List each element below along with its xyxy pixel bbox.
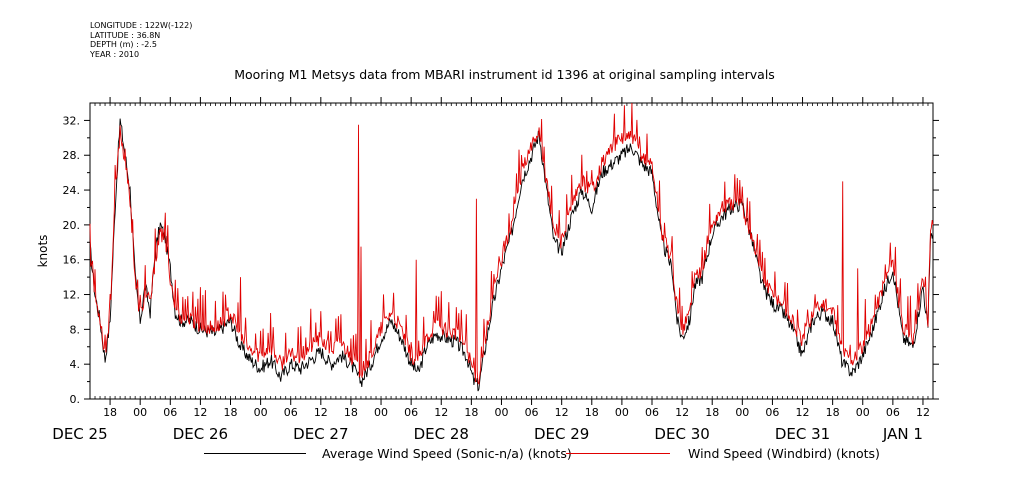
y-tick-label: 12. xyxy=(63,289,81,302)
x-hour-label: 00 xyxy=(856,406,870,419)
x-hour-label: 00 xyxy=(735,406,749,419)
x-hour-label: 06 xyxy=(525,406,539,419)
x-hour-label: 18 xyxy=(224,406,238,419)
depth-label: DEPTH (m) : -2.5 xyxy=(90,40,157,49)
legend-sonic-line xyxy=(204,453,306,454)
x-hour-label: 12 xyxy=(796,406,810,419)
x-hour-label: 06 xyxy=(404,406,418,419)
longitude-label: LONGITUDE : 122W(-122) xyxy=(90,21,193,30)
station-metadata: LONGITUDE : 122W(-122) LATITUDE : 36.8N … xyxy=(90,21,192,59)
x-hour-label: 00 xyxy=(374,406,388,419)
x-day-label: DEC 28 xyxy=(414,425,469,443)
y-tick-label: 8. xyxy=(70,323,81,336)
x-hour-label: 06 xyxy=(645,406,659,419)
legend-windbird-label: Wind Speed (Windbird) (knots) xyxy=(688,446,880,461)
x-day-label: DEC 25 xyxy=(52,425,107,443)
y-tick-label: 24. xyxy=(63,184,81,197)
x-hour-label: 06 xyxy=(163,406,177,419)
x-hour-label: 12 xyxy=(555,406,569,419)
legend-windbird-line xyxy=(566,453,670,454)
x-hour-label: 00 xyxy=(254,406,268,419)
x-hour-label: 18 xyxy=(103,406,117,419)
x-hour-label: 06 xyxy=(284,406,298,419)
series-line-sonic xyxy=(89,118,934,392)
x-hour-label: 12 xyxy=(675,406,689,419)
year-label: YEAR : 2010 xyxy=(90,49,140,59)
x-hour-label: 06 xyxy=(886,406,900,419)
x-day-label: DEC 26 xyxy=(173,425,228,443)
latitude-label: LATITUDE : 36.8N xyxy=(90,30,161,40)
x-hour-label: 00 xyxy=(615,406,629,419)
y-axis-label: knots xyxy=(36,235,50,268)
series-line-windbird xyxy=(89,102,934,386)
y-tick-label: 4. xyxy=(70,358,81,371)
x-hour-label: 12 xyxy=(314,406,328,419)
x-hour-label: 00 xyxy=(133,406,147,419)
x-hour-label: 00 xyxy=(494,406,508,419)
x-hour-label: 12 xyxy=(916,406,930,419)
legend-sonic-label: Average Wind Speed (Sonic-n/a) (knots) xyxy=(322,446,572,461)
x-hour-label: 18 xyxy=(705,406,719,419)
x-hour-label: 18 xyxy=(585,406,599,419)
y-tick-label: 20. xyxy=(63,219,81,232)
x-hour-label: 06 xyxy=(765,406,779,419)
x-day-label: DEC 29 xyxy=(534,425,589,443)
x-day-label: JAN 1 xyxy=(882,425,923,443)
y-tick-label: 28. xyxy=(63,149,81,162)
x-hour-label: 18 xyxy=(826,406,840,419)
y-tick-label: 32. xyxy=(63,114,81,127)
y-tick-label: 16. xyxy=(63,254,81,267)
x-day-label: DEC 31 xyxy=(775,425,830,443)
x-hour-label: 12 xyxy=(434,406,448,419)
x-hour-label: 18 xyxy=(344,406,358,419)
x-day-label: DEC 30 xyxy=(654,425,709,443)
y-tick-label: 0. xyxy=(70,393,81,406)
plot-frame xyxy=(89,102,934,400)
chart-title: Mooring M1 Metsys data from MBARI instru… xyxy=(234,67,775,82)
x-hour-label: 18 xyxy=(464,406,478,419)
x-day-label: DEC 27 xyxy=(293,425,348,443)
x-hour-label: 12 xyxy=(193,406,207,419)
